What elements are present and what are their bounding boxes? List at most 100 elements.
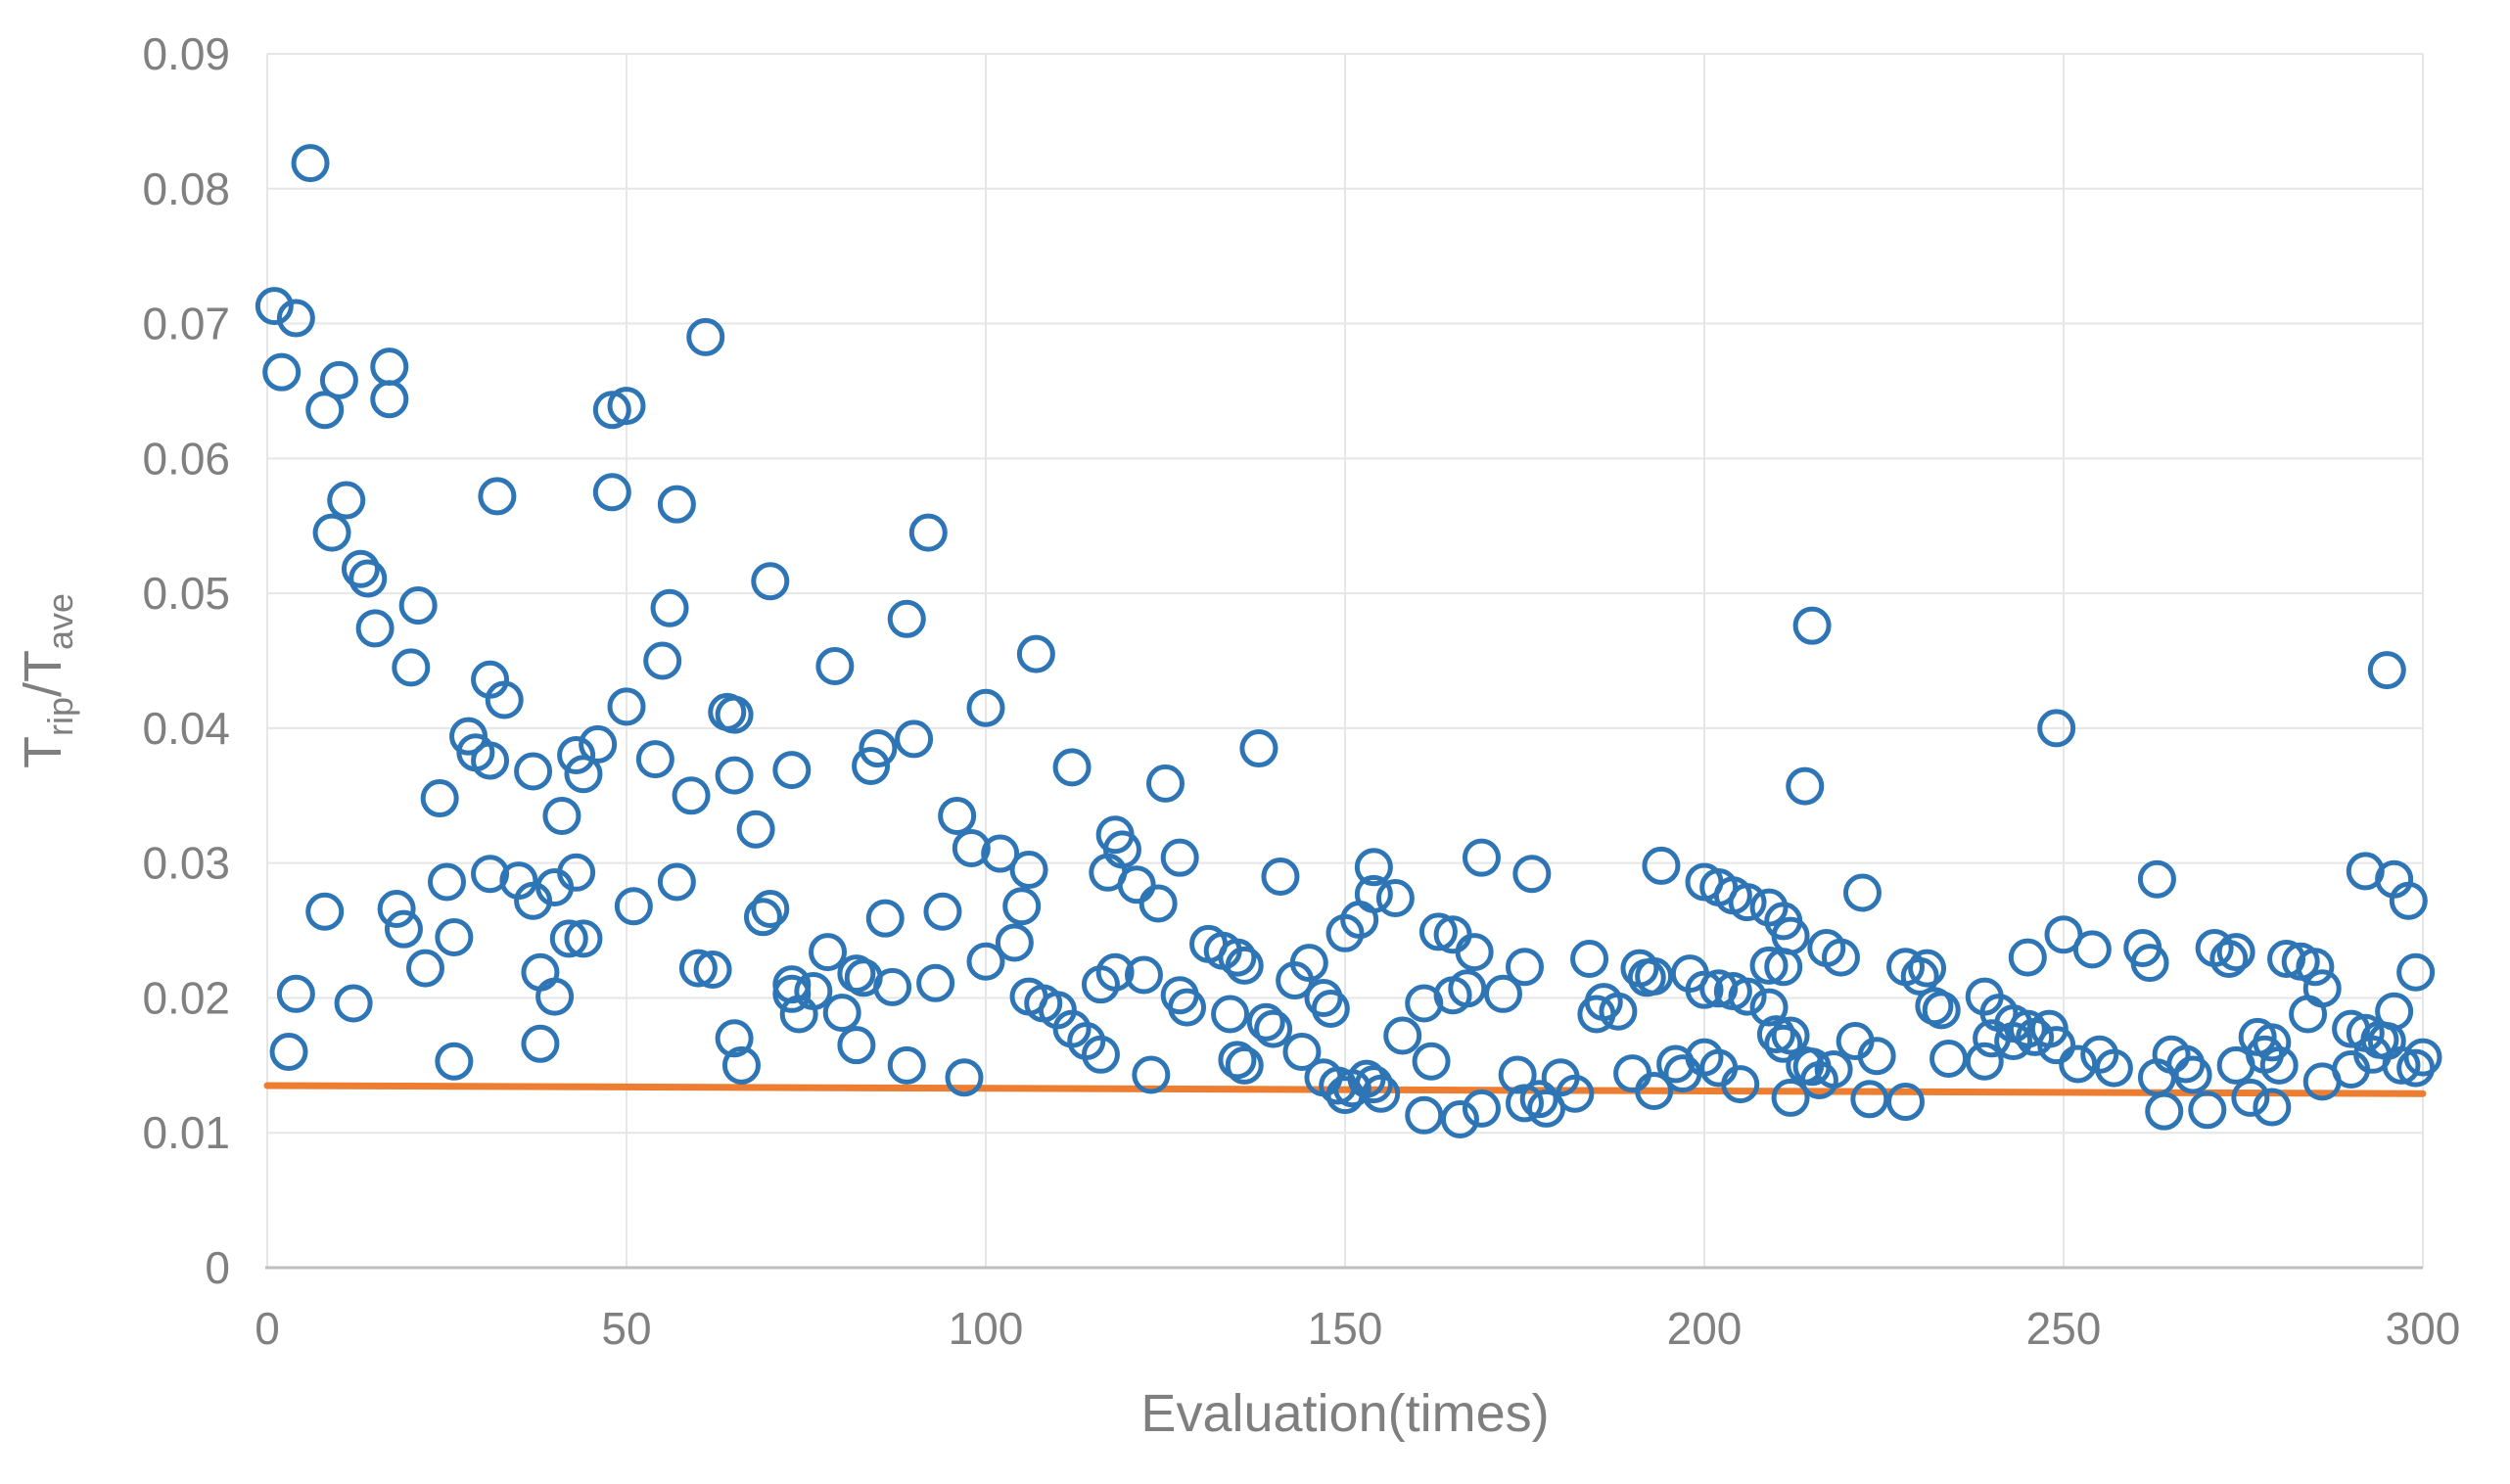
scatter-point [2059, 1044, 2098, 1084]
scatter-point [736, 810, 775, 849]
scatter-point [334, 984, 373, 1023]
scatter-point [1462, 1089, 1501, 1128]
scatter-point [916, 963, 955, 1002]
trend-line [263, 1082, 2427, 1097]
scatter-point [514, 752, 553, 791]
scatter-point [1994, 1022, 2033, 1061]
scatter-point [1512, 855, 1552, 894]
scatter-point [2367, 651, 2406, 690]
scatter-point [1016, 634, 1055, 673]
scatter-point [865, 899, 905, 938]
scatter-point [1728, 977, 1767, 1016]
scatter-point [377, 890, 416, 929]
scatter-point [2375, 992, 2414, 1031]
scatter-point [995, 923, 1034, 962]
scatter-point [1440, 1099, 1479, 1138]
scatter-point [873, 967, 912, 1006]
scatter-point [1483, 974, 1522, 1013]
scatter-point [1362, 1074, 1401, 1113]
x-axis-title: Evaluation(times) [1140, 1384, 1549, 1443]
scatter-point [269, 1033, 308, 1072]
scatter-point [2389, 881, 2428, 920]
scatter-point [1857, 1037, 1896, 1076]
scatter-point [1929, 1039, 1969, 1078]
scatter-point [1814, 1049, 1853, 1089]
scatter-point [923, 892, 962, 931]
scatter-point [1160, 838, 1199, 877]
scatter-point [276, 299, 315, 338]
scatter-point [772, 751, 812, 790]
scatter-point [715, 756, 754, 795]
scatter-point [2216, 1045, 2255, 1085]
scatter-point [2044, 915, 2083, 954]
scatter-point [1821, 938, 1860, 977]
scatter-point [1139, 884, 1178, 923]
scatter-point [471, 855, 510, 894]
scatter-point [1132, 1055, 1171, 1094]
scatter-point [1771, 1016, 1810, 1055]
scatter-point [887, 1045, 926, 1085]
scatter-point [1412, 1042, 1451, 1081]
scatter-point [1146, 764, 1185, 803]
scatter-point [521, 952, 560, 992]
scatter-point [1405, 984, 1444, 1023]
scatter-point [1886, 1083, 1926, 1122]
scatter-point [1418, 912, 1458, 951]
scatter-point [1239, 729, 1278, 768]
scatter-point [686, 317, 725, 356]
scatter-point [1527, 1089, 1566, 1128]
scatter-point [557, 853, 596, 892]
scatter-point [1002, 887, 1042, 926]
scatter-point [1052, 748, 1092, 787]
scatter-point [1656, 1044, 1696, 1084]
scatter-point [1225, 1045, 1264, 1085]
scatter-point [405, 949, 444, 988]
scatter-point [1498, 1055, 1537, 1094]
scatter-point [1289, 944, 1328, 983]
scatter-point [678, 949, 718, 988]
scatter-point [1965, 1042, 2004, 1081]
scatter-point [1354, 848, 1393, 887]
scatter-point [2173, 1055, 2212, 1094]
scatter-point [2396, 952, 2436, 992]
scatter-point [1117, 865, 1156, 904]
scatter-point [2137, 859, 2176, 899]
scatter-point [721, 1045, 761, 1085]
scatter-point [1519, 1080, 1558, 1119]
scatter-point [1556, 1074, 1595, 1113]
scatter-point [715, 1019, 754, 1058]
scatter-point [650, 588, 689, 627]
scatter-point [1973, 1019, 2012, 1058]
scatter-point [370, 380, 409, 419]
scatter-point [852, 746, 891, 785]
scatter-point [1462, 838, 1501, 877]
scatter-point [2145, 1091, 2184, 1131]
scatter-point [1354, 874, 1393, 913]
scatter-point [564, 919, 603, 958]
scatter-point [887, 599, 926, 638]
scatter-point [420, 779, 459, 818]
scatter-point [542, 796, 581, 835]
scatter-point [607, 687, 646, 726]
scatter-point [859, 729, 898, 768]
x-tick-label: 50 [601, 1303, 651, 1354]
scatter-point [1246, 1002, 1285, 1042]
scatter-point [1900, 956, 1939, 996]
scatter-point [327, 481, 366, 520]
scatter-point [1455, 933, 1494, 972]
scatter-point [952, 829, 991, 868]
y-tick-label: 0.06 [142, 433, 230, 484]
scatter-point [751, 562, 790, 601]
scatter-point [1375, 878, 1415, 917]
scatter-point [1771, 1078, 1810, 1117]
x-tick-label: 150 [1308, 1303, 1383, 1354]
scatter-point [657, 485, 696, 524]
y-tick-label: 0.03 [142, 838, 230, 889]
scatter-point [1786, 766, 1825, 806]
scatter-point [435, 917, 474, 956]
scatter-point [693, 951, 732, 990]
y-tick-label: 0.08 [142, 163, 230, 214]
scatter-point [2382, 1045, 2421, 1085]
scatter-point [981, 834, 1020, 873]
scatter-point [1635, 956, 1674, 996]
